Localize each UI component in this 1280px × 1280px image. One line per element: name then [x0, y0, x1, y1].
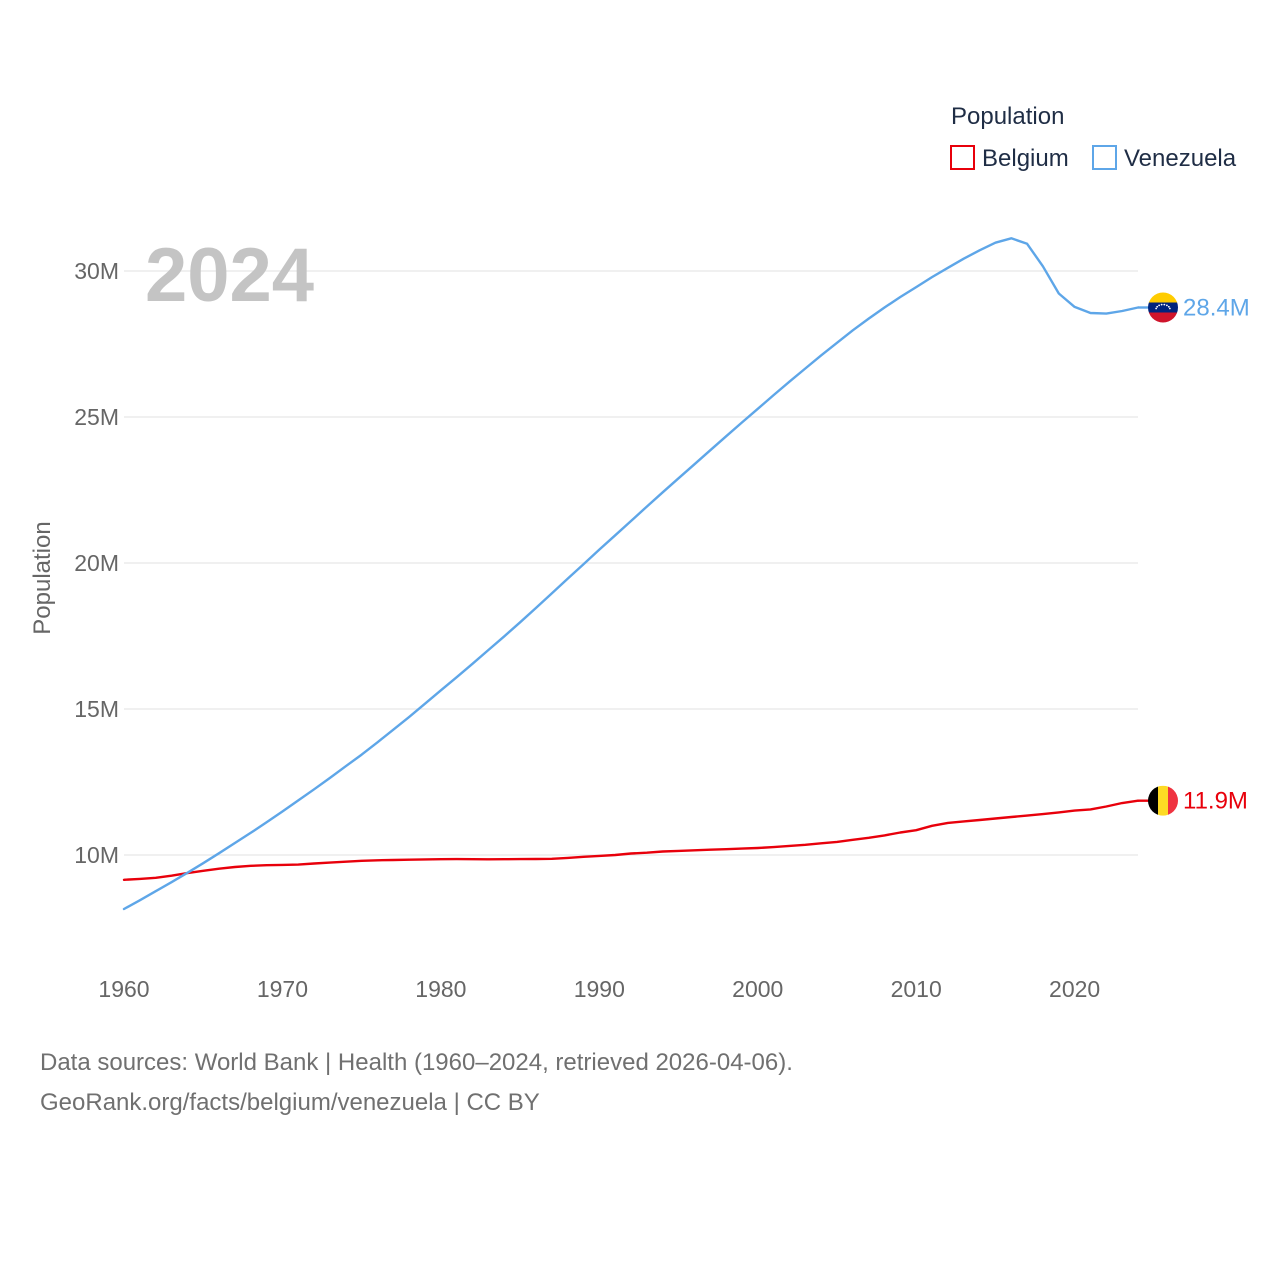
legend: Population Belgium Venezuela [950, 103, 1237, 172]
grid-lines [124, 270, 1138, 856]
y-tick-label: 30M [74, 258, 119, 284]
end-value-label-belgium: 11.9M [1183, 788, 1248, 815]
legend-swatch-venezuela [1092, 145, 1117, 170]
legend-item-belgium[interactable]: Belgium [950, 145, 1069, 172]
footer-sources: Data sources: World Bank | Health (1960–… [40, 1049, 793, 1076]
x-axis-ticks: 1960 1970 1980 1990 2000 2010 2020 [98, 976, 1100, 1002]
x-tick-label: 1980 [415, 976, 466, 1002]
series-lines [122, 237, 1140, 911]
series-end-markers: 11.9M 28.4M [1138, 292, 1250, 816]
series-line-belgium[interactable] [122, 799, 1140, 881]
x-tick-label: 1990 [574, 976, 625, 1002]
y-tick-label: 15M [74, 696, 119, 722]
y-axis-title: Population [29, 521, 56, 634]
footer: Data sources: World Bank | Health (1960–… [40, 1043, 793, 1123]
end-value-label-venezuela: 28.4M [1183, 295, 1250, 322]
belgium-flag-icon [1148, 785, 1178, 816]
x-tick-label: 2000 [732, 976, 783, 1002]
y-tick-label: 25M [74, 404, 119, 430]
x-tick-label: 1970 [257, 976, 308, 1002]
year-label: 2024 [145, 233, 314, 318]
y-tick-label: 10M [74, 842, 119, 868]
y-tick-label: 20M [74, 550, 119, 576]
legend-title: Population [951, 103, 1064, 130]
series-line-venezuela[interactable] [122, 237, 1140, 911]
venezuela-flag-icon [1148, 292, 1178, 323]
x-tick-label: 2020 [1049, 976, 1100, 1002]
legend-label-venezuela: Venezuela [1124, 145, 1237, 172]
footer-attribution[interactable]: GeoRank.org/facts/belgium/venezuela | CC… [40, 1089, 540, 1116]
line-chart: 10M 15M 20M 25M 30M 1960 1970 1980 1990 2000 2010… [29, 103, 1250, 1002]
legend-item-venezuela[interactable]: Venezuela [1092, 145, 1237, 172]
x-tick-label: 2010 [891, 976, 942, 1002]
legend-swatch-belgium [950, 145, 975, 170]
x-tick-label: 1960 [98, 976, 149, 1002]
legend-label-belgium: Belgium [982, 145, 1069, 172]
y-axis-ticks: 10M 15M 20M 25M 30M [74, 258, 119, 868]
